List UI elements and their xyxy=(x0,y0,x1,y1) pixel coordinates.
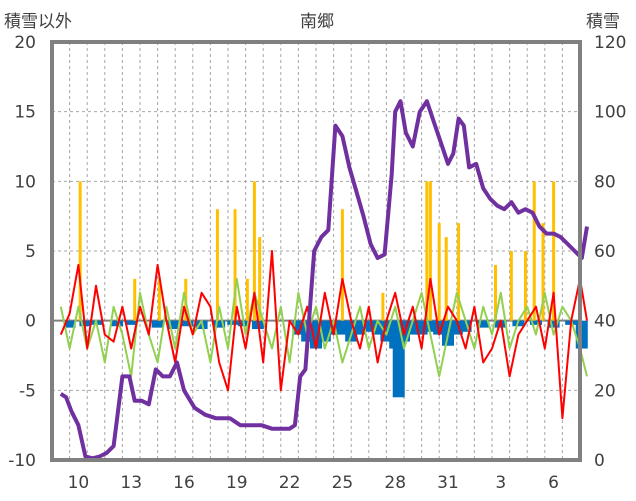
y-tick-label-right: 60 xyxy=(594,242,616,262)
x-tick-label: 6 xyxy=(548,473,559,493)
precip-bar xyxy=(425,181,429,321)
line-series xyxy=(59,99,589,461)
precip-bar xyxy=(340,209,344,321)
blue-bar xyxy=(63,320,76,328)
blue-bar xyxy=(125,320,138,325)
y-tick-label-right: 120 xyxy=(594,33,626,53)
precip-bar xyxy=(245,278,249,321)
x-tick-label: 13 xyxy=(120,473,142,493)
precip-bar xyxy=(444,237,448,321)
red-series-line xyxy=(59,250,588,420)
chart-title: 南郷 xyxy=(300,12,334,32)
x-tick-label: 25 xyxy=(332,473,354,493)
y-tick-label-left: 5 xyxy=(25,242,36,262)
y-tick-label-left: 10 xyxy=(14,172,36,192)
precip-bar xyxy=(157,278,161,321)
precip-bar xyxy=(428,181,432,321)
precip-bar xyxy=(258,237,262,321)
precip-bar xyxy=(541,223,545,321)
x-tick-label: 31 xyxy=(437,473,459,493)
precip-bar xyxy=(133,278,137,321)
y-tick-label-right: 40 xyxy=(594,312,616,332)
blue-bar xyxy=(227,320,240,325)
y-tick-label-left: -5 xyxy=(19,381,36,401)
blue-bar xyxy=(362,320,375,332)
precip-bar xyxy=(437,223,441,321)
precip-bar xyxy=(509,251,513,321)
snow-depth-line xyxy=(59,99,589,461)
x-tick-label: 3 xyxy=(495,473,506,493)
blue-bar xyxy=(111,320,124,327)
precip-bar xyxy=(215,209,219,321)
y-axis-left-title: 積雪以外 xyxy=(4,12,72,32)
x-tick-label: 16 xyxy=(173,473,195,493)
y-tick-label-left: 0 xyxy=(25,312,36,332)
blue-bar xyxy=(530,320,542,325)
precip-bar xyxy=(523,251,527,321)
y-tick-label-right: 20 xyxy=(594,381,616,401)
blue-bar xyxy=(424,320,437,332)
y-tick-label-left: -10 xyxy=(8,451,36,471)
y-axis-right-title: 積雪 xyxy=(586,12,620,32)
precip-bar xyxy=(457,223,461,321)
precip-bar xyxy=(233,209,237,321)
y-tick-label-right: 80 xyxy=(594,172,616,192)
x-tick-label: 22 xyxy=(279,473,301,493)
x-tick-label: 10 xyxy=(68,473,90,493)
precip-bar xyxy=(494,264,498,321)
blue-bar xyxy=(213,320,226,328)
blue-bar xyxy=(151,320,164,328)
y-tick-label-right: 0 xyxy=(594,451,605,471)
blue-bar xyxy=(547,320,560,328)
tick-labels: 20 15 10 5 0 -5 -10 120 100 80 60 40 20 0 10 13 16 19 22 25… xyxy=(8,33,626,493)
y-tick-label-left: 15 xyxy=(14,103,36,123)
precip-bar xyxy=(532,181,536,321)
blue-bar xyxy=(477,320,490,328)
x-tick-label: 19 xyxy=(226,473,248,493)
blue-bar xyxy=(459,320,472,332)
blue-bar xyxy=(181,320,194,327)
blue-bar xyxy=(167,320,180,330)
y-tick-label-right: 100 xyxy=(594,103,626,123)
precip-bar xyxy=(252,181,256,321)
y-tick-label-left: 20 xyxy=(14,33,36,53)
precip-bar xyxy=(552,181,556,321)
x-tick-label: 28 xyxy=(384,473,406,493)
precip-bar xyxy=(78,181,82,321)
precip-bar xyxy=(381,292,385,321)
plot-frame xyxy=(50,40,582,462)
